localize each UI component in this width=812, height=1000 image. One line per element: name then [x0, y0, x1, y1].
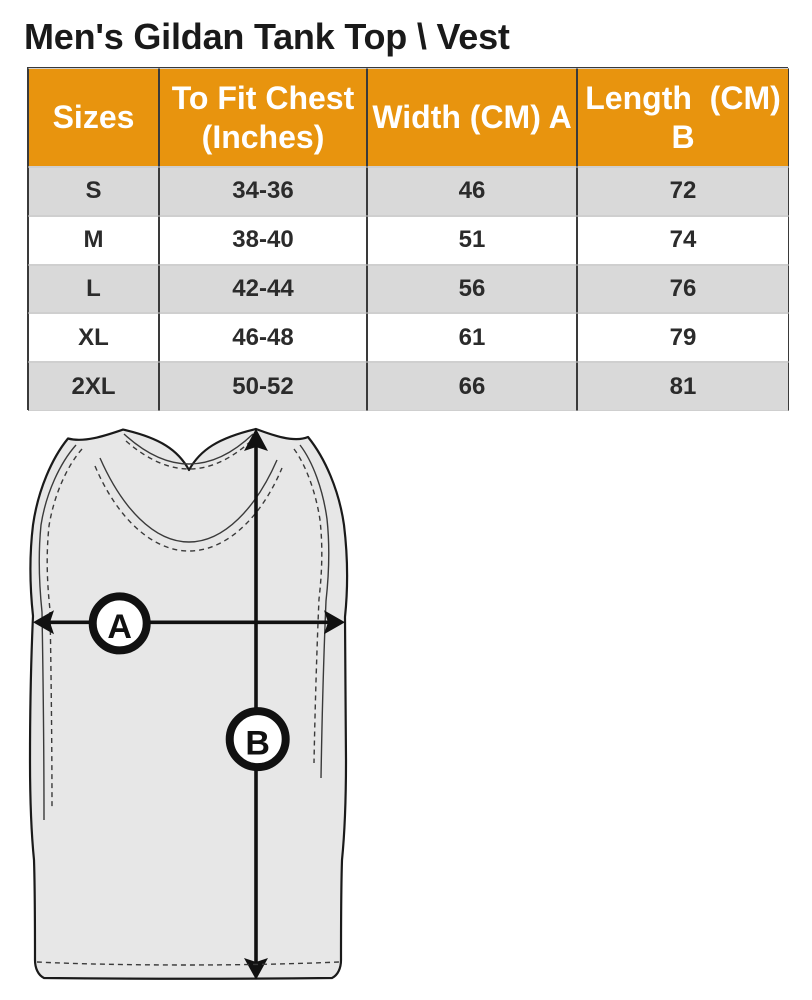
svg-text:B: B	[245, 725, 270, 763]
svg-text:A: A	[107, 608, 132, 646]
